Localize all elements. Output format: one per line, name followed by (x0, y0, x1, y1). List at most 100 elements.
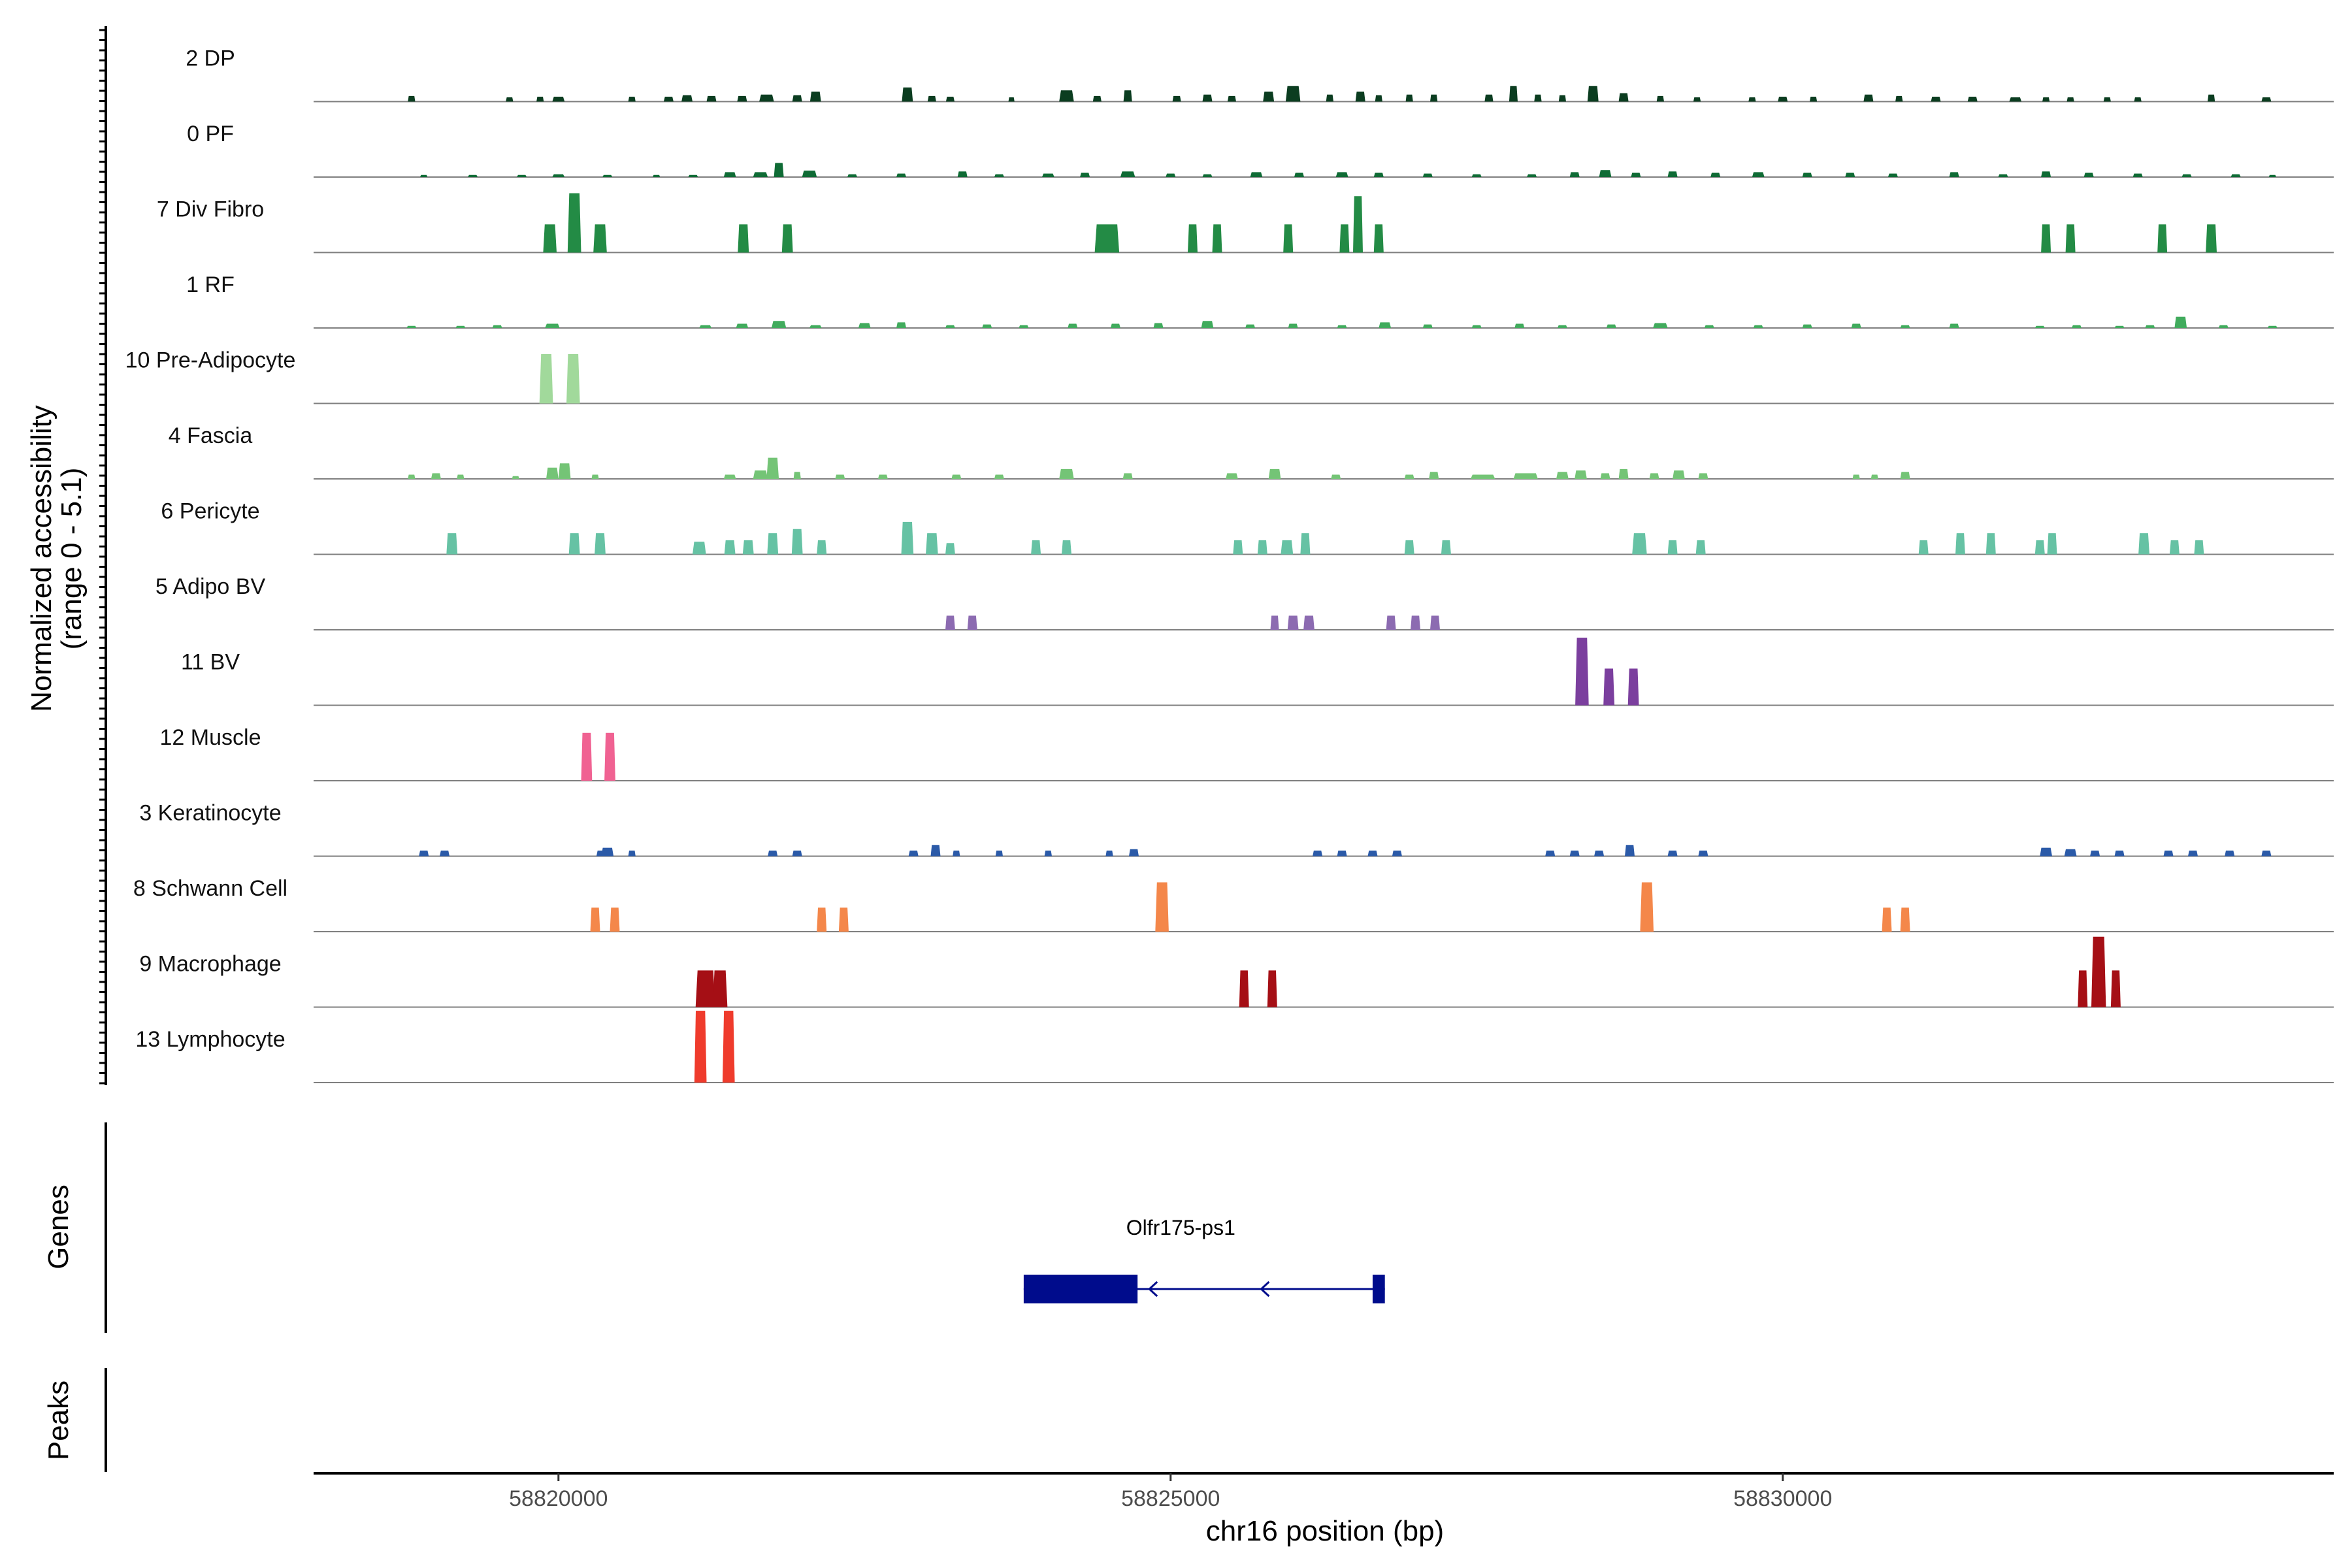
accessibility-peak (793, 472, 801, 479)
accessibility-peak (517, 174, 527, 177)
accessibility-peak (712, 970, 728, 1007)
accessibility-peak (1062, 540, 1071, 555)
coverage-track: 0 PF (187, 122, 2334, 178)
accessibility-peak (1514, 323, 1525, 328)
accessibility-peak (2163, 850, 2174, 857)
accessibility-peak (1625, 845, 1635, 857)
accessibility-peak (1895, 95, 1903, 102)
coverage-track: 7 Div Fibro (157, 193, 2334, 253)
accessibility-peak (1698, 473, 1708, 479)
accessibility-peak (791, 529, 803, 555)
accessibility-peak (1631, 172, 1641, 177)
accessibility-peak (995, 850, 1003, 857)
track-label: 10 Pre-Adipocyte (125, 348, 296, 373)
accessibility-peak (1263, 91, 1275, 102)
accessibility-peak (1153, 323, 1164, 328)
accessibility-peak (1008, 97, 1015, 102)
accessibility-peak (1226, 473, 1238, 479)
accessibility-peak (1120, 171, 1135, 177)
coverage-track: 12 Muscle (160, 725, 2334, 781)
accessibility-peak (2078, 970, 2088, 1007)
accessibility-peak (1931, 97, 1941, 102)
accessibility-peak (927, 95, 936, 102)
accessibility-peak (1422, 173, 1433, 177)
accessibility-peak (1710, 172, 1721, 177)
accessibility-peak (2225, 850, 2235, 857)
accessibility-peak (591, 474, 599, 479)
accessibility-peak (1031, 540, 1041, 555)
accessibility-peak (581, 732, 593, 781)
accessibility-peak (1534, 94, 1542, 102)
coverage-track: 4 Fascia (169, 423, 2334, 480)
accessibility-peak (736, 323, 749, 328)
accessibility-peak (1044, 850, 1052, 857)
accessibility-peak (1606, 324, 1616, 328)
accessibility-peak (695, 970, 715, 1007)
accessibility-peak (1845, 172, 1855, 177)
accessibility-peak (994, 174, 1004, 177)
accessibility-peak (766, 457, 779, 479)
gene-exon (1372, 1275, 1385, 1303)
accessibility-peak (595, 533, 606, 555)
accessibility-peak (2267, 325, 2278, 328)
strand-arrow-icon (1147, 1281, 1158, 1298)
accessibility-peak (446, 533, 458, 555)
accessibility-peak (835, 474, 845, 479)
accessibility-peak (567, 193, 581, 253)
coverage-track: 8 Schwann Cell (133, 876, 2334, 932)
accessibility-peak (1313, 850, 1323, 857)
track-label: 5 Adipo BV (155, 574, 266, 599)
accessibility-peak (1202, 174, 1213, 177)
accessibility-peak (1129, 849, 1139, 857)
accessibility-peak (1202, 94, 1213, 102)
accessibility-peak (1545, 850, 1556, 857)
accessibility-peak (967, 615, 977, 630)
accessibility-peak (724, 540, 736, 555)
accessibility-peak (1288, 323, 1298, 328)
accessibility-peak (1337, 325, 1347, 328)
accessibility-peak (792, 850, 802, 857)
accessibility-peak (1283, 224, 1294, 253)
accessibility-peak (1778, 97, 1788, 102)
accessibility-peak (817, 907, 827, 932)
accessibility-peak (1285, 86, 1301, 102)
accessibility-peak (1594, 850, 1605, 857)
accessibility-peak (1411, 615, 1420, 630)
accessibility-peak (847, 174, 857, 177)
accessibility-peak (1250, 172, 1263, 177)
accessibility-peak (1092, 95, 1102, 102)
accessibility-peak (1122, 473, 1133, 479)
x-axis-title: chr16 position (bp) (1206, 1515, 1444, 1547)
accessibility-peak (926, 533, 938, 555)
y-axis-title-line2: (range 0 - 5.1) (56, 468, 88, 650)
accessibility-peak (1810, 97, 1818, 102)
accessibility-peak (838, 907, 849, 932)
accessibility-peak (1110, 323, 1120, 328)
accessibility-peak (440, 850, 449, 857)
accessibility-peak (1887, 173, 1898, 177)
accessibility-peak (2188, 850, 2198, 857)
accessibility-peak (1430, 94, 1438, 102)
accessibility-peak (802, 171, 817, 177)
accessibility-peak (768, 850, 778, 857)
accessibility-peak (1094, 224, 1120, 253)
accessibility-peak (945, 615, 955, 630)
track-label: 1 RF (186, 272, 235, 297)
accessibility-peak (1802, 324, 1812, 328)
accessibility-peak (1268, 468, 1281, 479)
accessibility-peak (792, 95, 802, 102)
accessibility-peak (1335, 172, 1348, 177)
gene-name-label: Olfr175-ps1 (1126, 1216, 1235, 1239)
accessibility-peak (543, 224, 557, 253)
accessibility-peak (1233, 540, 1243, 555)
accessibility-peak (753, 470, 768, 479)
accessibility-peak (1949, 323, 1959, 328)
accessibility-peak (1704, 325, 1714, 328)
accessibility-peak (737, 95, 747, 102)
accessibility-peak (2132, 173, 2143, 177)
accessibility-peak (406, 325, 417, 328)
accessibility-peak (1603, 668, 1615, 706)
accessibility-peak (693, 542, 706, 555)
accessibility-peak (593, 224, 607, 253)
accessibility-peak (1059, 468, 1074, 479)
